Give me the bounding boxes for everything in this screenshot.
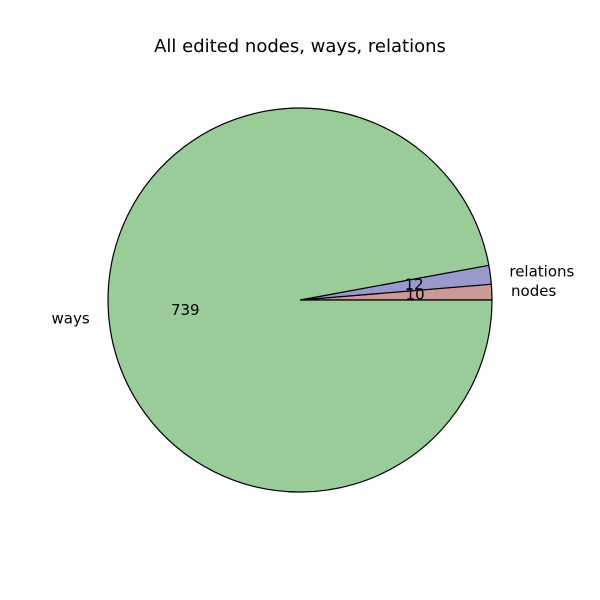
slice-label-ways: ways bbox=[52, 310, 90, 328]
value-label-nodes: 10 bbox=[406, 286, 425, 304]
chart-title: All edited nodes, ways, relations bbox=[154, 36, 446, 57]
pie-labels: nodes 10 relations 12 ways 739 bbox=[52, 263, 575, 328]
value-label-ways: 739 bbox=[171, 301, 200, 319]
pie-slice-ways bbox=[107, 107, 493, 493]
slice-label-nodes: nodes bbox=[511, 282, 556, 300]
pie-slices bbox=[107, 107, 493, 493]
value-label-relations: 12 bbox=[405, 275, 424, 293]
slice-label-relations: relations bbox=[509, 263, 574, 281]
